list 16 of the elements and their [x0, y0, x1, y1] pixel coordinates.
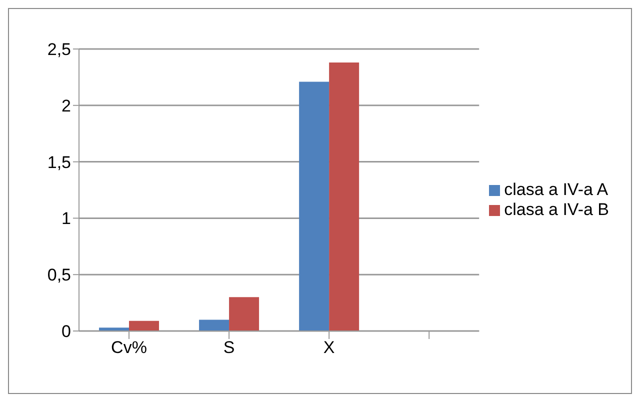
y-tick-label: 1 — [62, 209, 71, 228]
y-tick-label: 0 — [62, 322, 71, 342]
y-tick-label: 2 — [62, 96, 71, 116]
x-tick-label: Cv% — [111, 338, 147, 358]
bar — [229, 297, 260, 331]
legend-label: clasa a IV-a B — [504, 200, 609, 219]
bar — [199, 320, 230, 331]
bar — [329, 62, 360, 331]
x-tick-label: S — [223, 338, 235, 358]
x-tick-label: X — [323, 338, 335, 358]
y-tick-label: 1,5 — [47, 152, 71, 172]
legend-label: clasa a IV-a A — [504, 180, 608, 199]
y-tick-label: 2,5 — [47, 40, 71, 60]
bar — [299, 82, 330, 331]
bar — [129, 320, 160, 331]
y-tick-label: 0,5 — [47, 266, 71, 285]
